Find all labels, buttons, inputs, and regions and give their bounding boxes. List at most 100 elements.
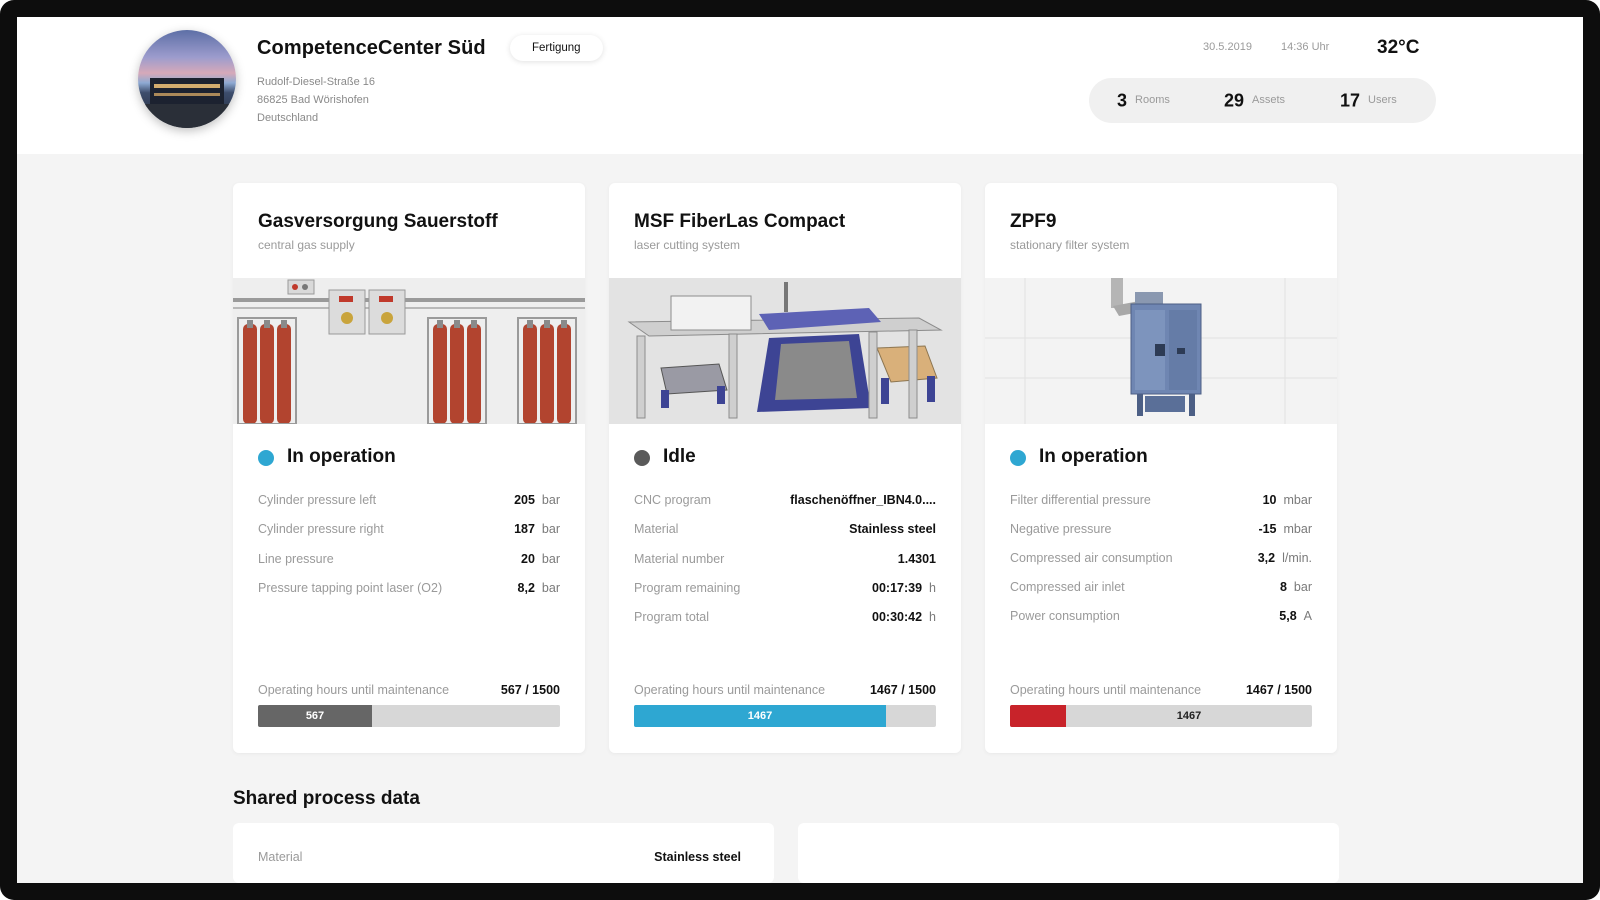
time-text: 14:36 Uhr <box>1281 41 1330 53</box>
param-label: Program total <box>634 610 710 624</box>
users-count-label: Users <box>1368 94 1397 107</box>
asset-subtitle: laser cutting system <box>634 238 741 252</box>
shared-data-label: Material <box>258 850 303 864</box>
maintenance-label: Operating hours until maintenance <box>634 683 826 697</box>
param-value: 20 <box>521 552 535 566</box>
rooms-count[interactable]: 3 Rooms <box>1117 78 1170 123</box>
assets-count-label: Assets <box>1252 94 1286 107</box>
maintenance-progress-bar: 1467 <box>1010 705 1312 727</box>
maintenance-value: 567 / 1500 <box>500 683 560 697</box>
asset-subtitle: central gas supply <box>258 238 355 252</box>
param-unit: h <box>929 581 936 595</box>
param-label: Cylinder pressure left <box>258 493 377 507</box>
shared-section-title: Shared process data <box>233 788 420 809</box>
param-label: Negative pressure <box>1010 522 1112 536</box>
users-count-value: 17 <box>1340 90 1361 111</box>
param-value: 8 <box>1279 580 1287 594</box>
param-value: 187 <box>514 522 535 536</box>
param-row: CNC program flaschenöffner_IBN4.0.... <box>634 493 936 511</box>
param-label: Pressure tapping point laser (O2) <box>258 581 443 595</box>
param-row: Cylinder pressure left 205 bar <box>258 493 560 511</box>
param-unit: mbar <box>1283 493 1312 507</box>
asset-title: Gasversorgung Sauerstoff <box>258 211 498 232</box>
asset-card-gas-supply[interactable]: Gasversorgung Sauerstoff central gas sup… <box>233 183 585 753</box>
filter-image <box>985 278 1337 424</box>
param-unit: bar <box>541 581 560 595</box>
param-value: 205 <box>514 493 535 507</box>
param-label: Compressed air inlet <box>1010 580 1125 594</box>
maintenance-label: Operating hours until maintenance <box>1010 683 1202 697</box>
maintenance-progress-text: 1467 <box>747 710 773 722</box>
asset-subtitle: stationary filter system <box>1010 238 1130 252</box>
assets-count[interactable]: 29 Assets <box>1224 78 1285 123</box>
site-header: CompetenceCenter Süd Fertigung Rudolf-Di… <box>17 17 1583 154</box>
param-row: Line pressure 20 bar <box>258 552 560 570</box>
address-city: 86825 Bad Wörishofen <box>257 94 369 106</box>
param-unit: A <box>1303 609 1312 623</box>
param-row: Material number 1.4301 <box>634 552 936 570</box>
asset-card-laser[interactable]: MSF FiberLas Compact laser cutting syste… <box>609 183 961 753</box>
asset-title: ZPF9 <box>1010 211 1057 232</box>
maintenance-progress-fill <box>258 705 372 727</box>
asset-title: MSF FiberLas Compact <box>634 211 846 232</box>
param-value: 1.4301 <box>897 552 936 566</box>
users-count[interactable]: 17 Users <box>1340 78 1397 123</box>
param-unit: bar <box>541 522 560 536</box>
date-text: 30.5.2019 <box>1203 41 1252 53</box>
site-counts: 3 Rooms 29 Assets 17 Users <box>1089 78 1436 123</box>
param-label: Compressed air consumption <box>1010 551 1173 565</box>
param-row: Power consumption 5,8 A <box>1010 609 1312 627</box>
param-value: 5,8 <box>1279 609 1297 623</box>
param-unit: bar <box>1293 580 1312 594</box>
param-value: 00:17:39 <box>872 581 923 595</box>
assets-count-value: 29 <box>1224 90 1245 111</box>
shared-data-value: Stainless steel <box>654 850 741 864</box>
param-value: 8,2 <box>517 581 535 595</box>
department-chip[interactable]: Fertigung <box>510 35 603 61</box>
asset-card-filter[interactable]: ZPF9 stationary filter system <box>985 183 1337 753</box>
maintenance-label: Operating hours until maintenance <box>258 683 450 697</box>
param-value: -15 <box>1258 522 1277 536</box>
param-value: 10 <box>1262 493 1277 507</box>
param-row: Compressed air inlet 8 bar <box>1010 580 1312 598</box>
param-row: Pressure tapping point laser (O2) 8,2 bar <box>258 581 560 599</box>
gas-supply-image <box>233 278 585 424</box>
param-row: Program remaining 00:17:39 h <box>634 581 936 599</box>
param-unit: mbar <box>1283 522 1312 536</box>
maintenance-progress-text: 567 <box>305 710 325 722</box>
maintenance-value: 1467 / 1500 <box>1245 683 1312 697</box>
param-value: 3,2 <box>1257 551 1276 565</box>
address-country: Deutschland <box>257 112 319 124</box>
param-unit: bar <box>541 552 560 566</box>
maintenance-progress-bar: 567 <box>258 705 560 727</box>
maintenance-progress-fill <box>1010 705 1066 727</box>
param-label: Program remaining <box>634 581 741 595</box>
param-row: Program total 00:30:42 h <box>634 610 936 628</box>
status-dot <box>1010 450 1026 466</box>
address-street: Rudolf-Diesel-Straße 16 <box>257 76 375 88</box>
maintenance-progress-fill <box>634 705 886 727</box>
shared-data-panel: Material Stainless steel <box>233 823 774 883</box>
site-address: Rudolf-Diesel-Straße 16 86825 Bad Wörish… <box>257 73 375 127</box>
param-unit: h <box>929 610 936 624</box>
param-label: Material <box>634 522 679 536</box>
maintenance-progress-text: 1467 <box>1176 710 1202 722</box>
param-unit: bar <box>541 493 560 507</box>
shared-data-panel-secondary <box>798 823 1339 883</box>
rooms-count-value: 3 <box>1117 90 1128 111</box>
param-unit: l/min. <box>1282 551 1312 565</box>
maintenance-progress-bar: 1467 <box>634 705 936 727</box>
rooms-count-label: Rooms <box>1135 94 1170 107</box>
status-text: Idle <box>663 446 696 467</box>
param-row: Filter differential pressure 10 mbar <box>1010 493 1312 511</box>
status-dot <box>634 450 650 466</box>
param-label: CNC program <box>634 493 712 507</box>
site-name: CompetenceCenter Süd <box>257 37 486 59</box>
param-row: Negative pressure -15 mbar <box>1010 522 1312 540</box>
param-label: Cylinder pressure right <box>258 522 384 536</box>
param-label: Power consumption <box>1010 609 1120 623</box>
status-text: In operation <box>287 446 396 467</box>
param-label: Filter differential pressure <box>1010 493 1151 507</box>
laser-image <box>609 278 961 424</box>
